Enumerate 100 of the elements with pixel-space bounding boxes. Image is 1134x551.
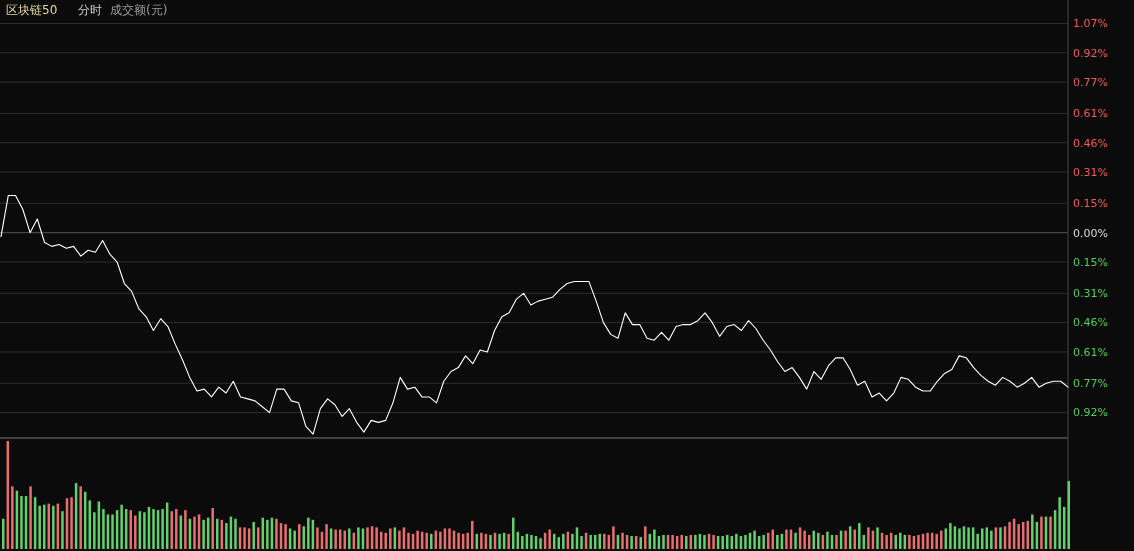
bar bbox=[243, 527, 246, 549]
bar bbox=[111, 514, 114, 549]
bar bbox=[498, 533, 501, 549]
bar bbox=[817, 532, 820, 549]
bar bbox=[430, 533, 433, 549]
bar bbox=[589, 534, 592, 549]
bar bbox=[1031, 514, 1034, 549]
bar bbox=[216, 518, 219, 549]
bar bbox=[175, 509, 178, 549]
bar bbox=[129, 510, 132, 549]
bar bbox=[170, 511, 173, 549]
bar bbox=[826, 531, 829, 549]
bar bbox=[530, 534, 533, 549]
bar bbox=[976, 533, 979, 549]
bar bbox=[621, 532, 624, 549]
bar bbox=[70, 497, 73, 549]
y-tick-label: 0.15% bbox=[1073, 197, 1108, 211]
bar bbox=[1058, 497, 1061, 549]
y-tick-label: 0.31% bbox=[1073, 287, 1108, 301]
bar bbox=[348, 528, 351, 549]
bar bbox=[735, 533, 738, 549]
bar bbox=[234, 518, 237, 549]
bar bbox=[2, 518, 5, 549]
bar bbox=[899, 532, 902, 549]
bar bbox=[471, 520, 474, 549]
bar bbox=[685, 536, 688, 549]
bar bbox=[11, 486, 14, 549]
bar bbox=[275, 518, 278, 549]
bar bbox=[785, 529, 788, 549]
bar bbox=[334, 529, 337, 549]
bar bbox=[79, 486, 82, 549]
bar bbox=[134, 515, 137, 549]
y-tick-label: 0.77% bbox=[1073, 377, 1108, 391]
y-tick-label: 0.92% bbox=[1073, 406, 1108, 420]
bar bbox=[507, 533, 510, 549]
bar bbox=[562, 533, 565, 549]
bar bbox=[1008, 522, 1011, 549]
bar bbox=[316, 527, 319, 549]
bar bbox=[120, 504, 123, 549]
bar bbox=[671, 534, 674, 549]
bar bbox=[61, 511, 64, 549]
bar bbox=[539, 538, 542, 549]
annotation: 分时 bbox=[78, 3, 102, 17]
bar bbox=[935, 533, 938, 549]
bar bbox=[917, 534, 920, 549]
bar bbox=[867, 527, 870, 549]
chart-title: 区块链50 bbox=[6, 3, 58, 17]
bar bbox=[93, 512, 96, 549]
bar bbox=[284, 524, 287, 549]
y-tick-label: 0.00% bbox=[1073, 226, 1108, 240]
y-tick-label: 1.07% bbox=[1073, 17, 1108, 31]
bar bbox=[407, 532, 410, 549]
bar bbox=[853, 529, 856, 549]
bar bbox=[457, 532, 460, 549]
bar bbox=[307, 517, 310, 549]
bar bbox=[439, 531, 442, 549]
bar bbox=[794, 532, 797, 549]
bar bbox=[29, 486, 32, 549]
bar bbox=[571, 533, 574, 549]
bar bbox=[803, 530, 806, 549]
bar bbox=[293, 530, 296, 549]
bar bbox=[603, 533, 606, 549]
y-tick-label: 0.61% bbox=[1073, 345, 1108, 359]
y-tick-label: 0.46% bbox=[1073, 316, 1108, 330]
bar bbox=[225, 523, 228, 549]
bar bbox=[894, 534, 897, 549]
bar bbox=[644, 526, 647, 549]
bar bbox=[908, 534, 911, 549]
bar bbox=[211, 507, 214, 549]
bar bbox=[844, 530, 847, 549]
bar bbox=[885, 534, 888, 549]
bar bbox=[876, 527, 879, 549]
bar bbox=[940, 530, 943, 549]
bar bbox=[20, 496, 23, 549]
y-tick-label: 0.15% bbox=[1073, 255, 1108, 269]
bar bbox=[744, 534, 747, 549]
bar bbox=[366, 527, 369, 549]
bar bbox=[639, 537, 642, 549]
bar bbox=[694, 534, 697, 549]
bar bbox=[357, 527, 360, 549]
y-tick-label: 0.61% bbox=[1073, 107, 1108, 121]
bar bbox=[161, 509, 164, 549]
y-tick-label: 0.77% bbox=[1073, 75, 1108, 89]
bar bbox=[202, 519, 205, 549]
bar bbox=[38, 505, 41, 549]
y-tick-label: 0.31% bbox=[1073, 165, 1108, 179]
bar bbox=[480, 532, 483, 549]
bar bbox=[425, 532, 428, 549]
bar bbox=[630, 536, 633, 549]
bar bbox=[489, 534, 492, 549]
bar bbox=[1017, 524, 1020, 549]
bar bbox=[835, 534, 838, 549]
bar bbox=[466, 532, 469, 549]
y-tick-label: 0.92% bbox=[1073, 46, 1108, 60]
bar bbox=[598, 533, 601, 549]
bar bbox=[389, 528, 392, 549]
bar bbox=[143, 512, 146, 549]
bar bbox=[52, 505, 55, 549]
bar bbox=[375, 527, 378, 549]
bar bbox=[548, 529, 551, 549]
